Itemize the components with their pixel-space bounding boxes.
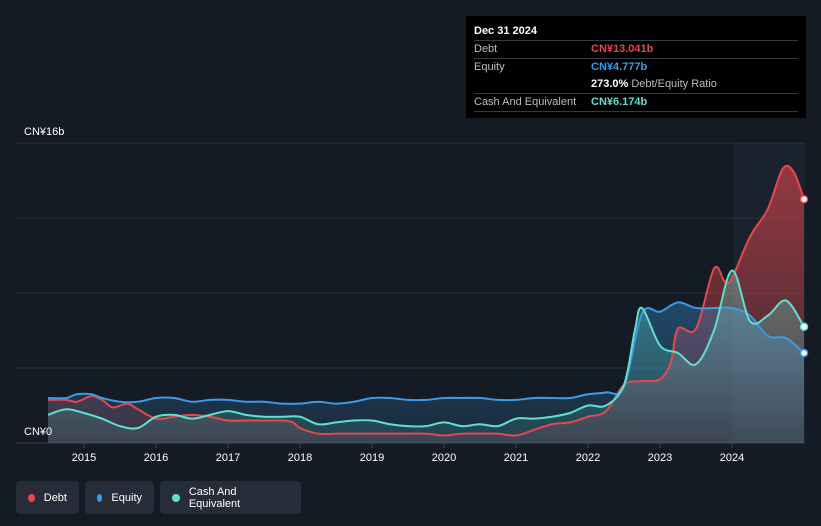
x-tick-label: 2021: [504, 452, 528, 464]
x-tick-label: 2016: [144, 452, 168, 464]
series-areas: [48, 165, 804, 443]
x-tick-label: 2018: [288, 452, 312, 464]
y-axis-top-label: CN¥16b: [24, 126, 64, 138]
chart-legend: Debt Equity Cash And Equivalent: [16, 481, 301, 514]
cash-and-equivalent-line: [47, 269, 805, 430]
tooltip-debt-value: CN¥13.041b: [591, 43, 654, 55]
legend-item-debt[interactable]: Debt: [16, 481, 79, 514]
tooltip-equity-value: CN¥4.777b: [591, 61, 648, 73]
x-tick-label: 2024: [720, 452, 744, 464]
legend-item-cash[interactable]: Cash And Equivalent: [160, 481, 301, 514]
x-tick-label: 2023: [648, 452, 672, 464]
tooltip-row-equity: Equity CN¥4.777b: [474, 58, 798, 76]
x-tick-label: 2017: [216, 452, 240, 464]
debt-dot-icon: [28, 493, 35, 502]
legend-equity-label: Equity: [111, 491, 142, 504]
tooltip-row-debt: Debt CN¥13.041b: [474, 40, 798, 58]
x-tick-label: 2019: [360, 452, 384, 464]
cash-dot-icon: [172, 493, 180, 502]
x-axis-ticks: 2015 2016 2017 2018 2019 2020 2021 2022 2023 2024: [72, 443, 744, 464]
tooltip-debt-label: Debt: [474, 43, 498, 55]
debt-end-marker: [799, 195, 809, 204]
debt-line: [47, 164, 805, 437]
tooltip-date: Dec 31 2024: [474, 25, 537, 37]
cash-and-equivalent-end-marker: [799, 322, 809, 331]
tooltip-cash-label: Cash And Equivalent: [474, 96, 577, 108]
equity-line: [47, 301, 805, 405]
tooltip-ratio-label: Debt/Equity Ratio: [631, 78, 717, 90]
tooltip-equity-label: Equity: [474, 61, 505, 73]
x-tick-label: 2015: [72, 452, 96, 464]
tooltip-row-ratio: 273.0% Debt/Equity Ratio: [474, 76, 798, 93]
legend-debt-label: Debt: [43, 491, 67, 504]
tooltip-cash-value: CN¥6.174b: [591, 96, 648, 108]
series-lines: [47, 164, 809, 437]
x-tick-label: 2020: [432, 452, 456, 464]
equity-end-marker: [799, 348, 809, 358]
tooltip-row-cash: Cash And Equivalent CN¥6.174b: [474, 93, 798, 112]
tooltip-panel: Dec 31 2024 Debt CN¥13.041b Equity CN¥4.…: [466, 16, 806, 118]
tooltip-ratio-value: 273.0%: [591, 78, 629, 90]
y-axis-bottom-label: CN¥0: [24, 426, 52, 438]
legend-item-equity[interactable]: Equity: [85, 481, 154, 514]
x-tick-label: 2022: [576, 452, 600, 464]
equity-dot-icon: [97, 493, 103, 502]
legend-cash-label: Cash And Equivalent: [188, 485, 241, 510]
